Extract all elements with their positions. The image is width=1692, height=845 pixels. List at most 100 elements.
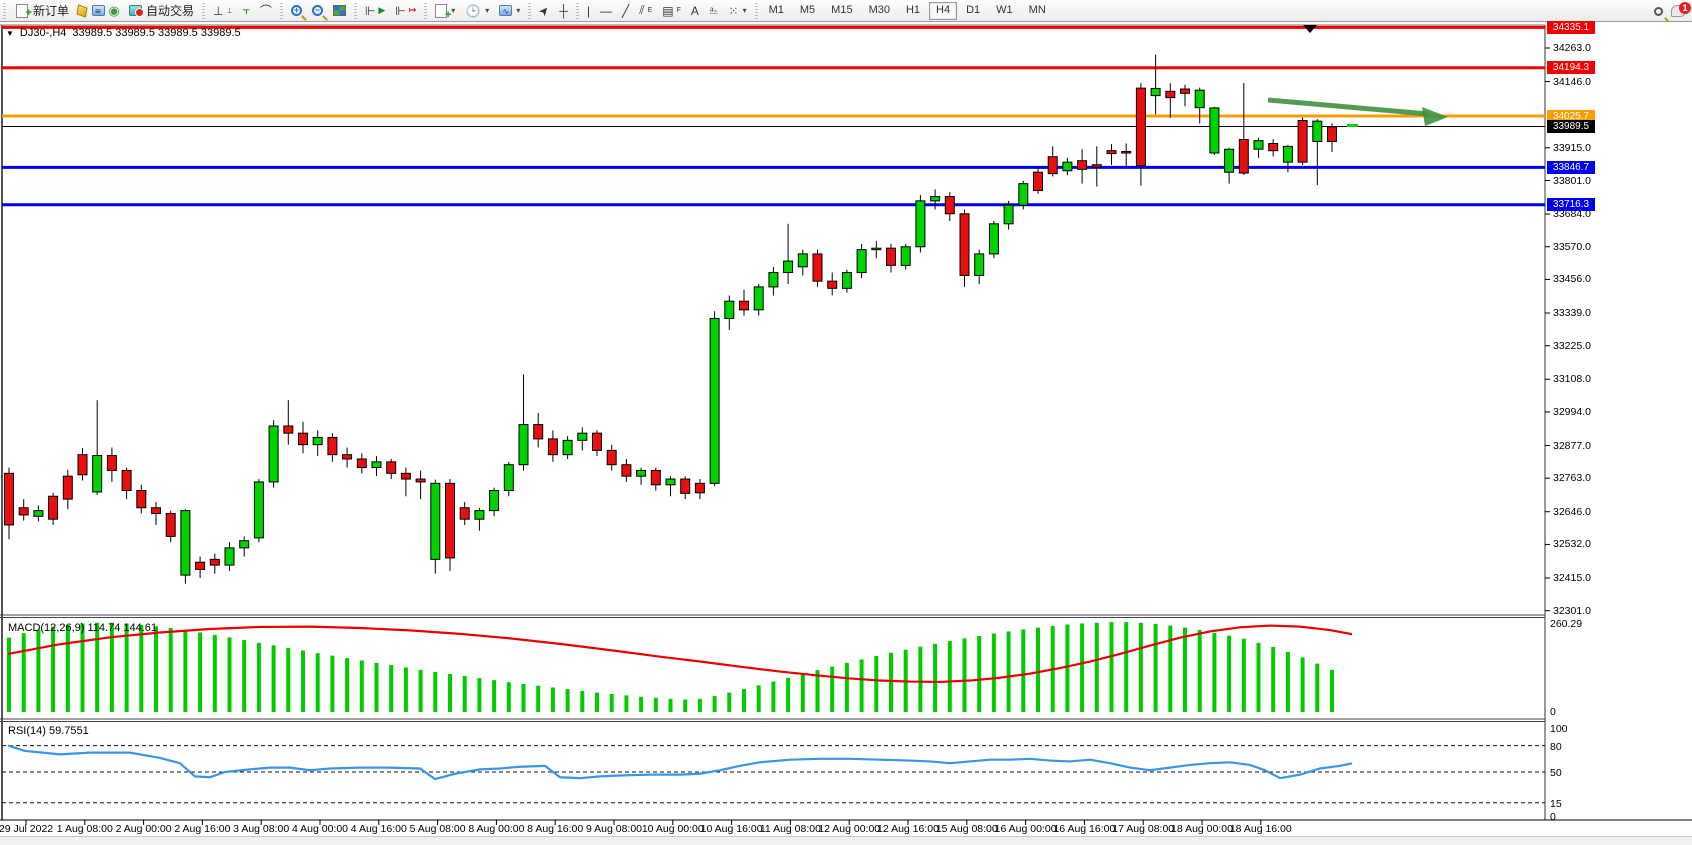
timeframe-m30[interactable]: M30	[868, 3, 890, 16]
time-label: 10 Aug 00:00	[641, 823, 704, 835]
time-label: 8 Aug 16:00	[527, 823, 584, 835]
candlestick-chart-icon[interactable]: ⫟	[242, 3, 250, 17]
chart-shift-icon[interactable]: ⊩ ↦	[395, 3, 417, 18]
templates-button[interactable]: ∿ ▾	[494, 1, 525, 21]
candle-body	[62, 475, 73, 500]
indicators-button[interactable]: + ▾	[430, 1, 460, 21]
candle-body	[1194, 89, 1205, 109]
timeframe-w1[interactable]: W1	[996, 3, 1013, 16]
candle-body	[739, 300, 749, 311]
text-label-icon[interactable]: ⎁	[708, 3, 719, 17]
time-label: 12 Aug 16:00	[877, 823, 939, 835]
macd-bar	[21, 633, 26, 712]
zoom-in-icon[interactable]: +	[286, 1, 307, 21]
candle-body	[180, 510, 191, 576]
trend-arrow-shaft	[1267, 97, 1429, 117]
arrows-button[interactable]: ⁙ ▾	[728, 3, 747, 18]
toolbar-grip[interactable]	[278, 2, 284, 19]
macd-bar	[639, 696, 644, 712]
candle-body	[209, 558, 220, 566]
toolbar-grip[interactable]	[753, 2, 759, 19]
macd-bar	[683, 699, 688, 712]
auto-scroll-icon[interactable]: ⊩ ▶	[364, 3, 386, 18]
symbol-dropdown-icon[interactable]: ▼	[6, 28, 14, 38]
timeframe-m5[interactable]: M5	[799, 3, 816, 16]
market-watch-icon[interactable]: ≋	[90, 3, 106, 19]
toolbar-grip[interactable]	[574, 2, 580, 19]
price-tick-label: 33456.0	[1553, 273, 1591, 286]
arrows-icon: ⁙	[728, 3, 739, 18]
macd-bar	[1330, 669, 1334, 712]
time-label: 2 Aug 16:00	[174, 823, 231, 835]
notifications-icon[interactable]: 1	[1671, 2, 1691, 17]
macd-bar	[65, 624, 70, 712]
candle-body	[856, 249, 867, 274]
candle-body	[195, 561, 206, 570]
timeframe-m1[interactable]: M1	[768, 3, 784, 16]
candle-body	[283, 425, 294, 434]
macd-bar	[712, 696, 717, 712]
equidistant-channel-icon[interactable]: ⫽ E	[639, 3, 653, 17]
macd-bar	[1050, 625, 1055, 712]
time-label: 29 Jul 2022	[0, 823, 54, 835]
macd-bar	[462, 676, 467, 712]
timeframe-d1[interactable]: D1	[966, 3, 981, 16]
timeframe-h1[interactable]: H1	[905, 3, 921, 16]
auto-trading-label: 自动交易	[146, 4, 195, 18]
macd-bar	[991, 633, 996, 712]
candle-body	[1003, 204, 1014, 225]
quote-bar: ▼ DJ30-,H4 33989.5 33989.5 33989.5 33989…	[6, 27, 241, 39]
search-icon[interactable]	[1654, 6, 1663, 16]
horizontal-line-icon[interactable]: —	[600, 3, 613, 18]
toolbar-grip[interactable]	[423, 2, 429, 19]
timeframe-toolbar: M1 M5 M15 M30 H1 H4 D1 W1 MN	[761, 0, 1054, 22]
timeframe-mn[interactable]: MN	[1028, 3, 1046, 16]
tile-windows-icon[interactable]	[328, 1, 351, 21]
candle-body	[944, 196, 955, 215]
text-icon[interactable]: A	[690, 3, 699, 18]
candle-body	[1033, 171, 1043, 192]
data-window-icon[interactable]	[74, 3, 90, 19]
trendline-icon[interactable]: ╱	[622, 3, 630, 18]
macd-bar	[271, 645, 276, 712]
macd-bar	[947, 641, 952, 712]
timeframe-h4[interactable]: H4	[929, 1, 958, 20]
chart-window[interactable]: ▼ DJ30-,H4 33989.5 33989.5 33989.5 33989…	[0, 20, 1692, 845]
toolbar-grip[interactable]	[2, 2, 7, 19]
candle-body	[680, 478, 691, 494]
quote-ohlc: 33989.5 33989.5 33989.5 33989.5	[72, 27, 241, 39]
auto-trading-button[interactable]: 自动交易	[122, 1, 199, 21]
candle-body	[606, 449, 617, 466]
candle-body	[988, 223, 999, 255]
macd-bar	[198, 632, 203, 712]
candle-body	[106, 455, 117, 471]
price-tick-label: 32532.0	[1553, 538, 1591, 551]
candle-body	[92, 455, 103, 493]
toolbar-grip[interactable]	[201, 2, 207, 19]
periods-button[interactable]: 🕒 ▾	[465, 3, 490, 18]
toolbar-grip[interactable]	[527, 2, 533, 19]
macd-bar	[1315, 663, 1320, 712]
macd-bar	[874, 655, 879, 712]
macd-bar	[1300, 657, 1305, 712]
macd-bar	[1021, 629, 1026, 712]
candle-body	[342, 454, 353, 460]
time-label: 16 Aug 00:00	[994, 823, 1057, 835]
zoom-out-icon[interactable]: −	[307, 1, 328, 21]
timeframe-m15[interactable]: M15	[831, 3, 853, 16]
vertical-line-icon[interactable]: |	[586, 3, 591, 18]
line-chart-icon[interactable]: ⌒	[259, 4, 272, 18]
macd-bar	[286, 648, 291, 712]
new-order-button[interactable]: + 新订单	[9, 1, 74, 21]
trend-arrow-head	[1422, 107, 1448, 126]
fibonacci-icon[interactable]: ▤ F	[662, 3, 681, 18]
toolbar-grip[interactable]	[352, 2, 358, 19]
signal-icon[interactable]: ◉	[108, 2, 120, 18]
macd-bar	[301, 650, 305, 712]
macd-bar	[565, 689, 570, 712]
time-label: 18 Aug 16:00	[1229, 823, 1292, 835]
candle-body	[1238, 138, 1249, 174]
level-price-tag: 34194.3	[1547, 61, 1595, 75]
crosshair-icon[interactable]: ┼	[559, 3, 568, 18]
bar-chart-icon[interactable]: ⊥ ⊥	[213, 3, 233, 18]
